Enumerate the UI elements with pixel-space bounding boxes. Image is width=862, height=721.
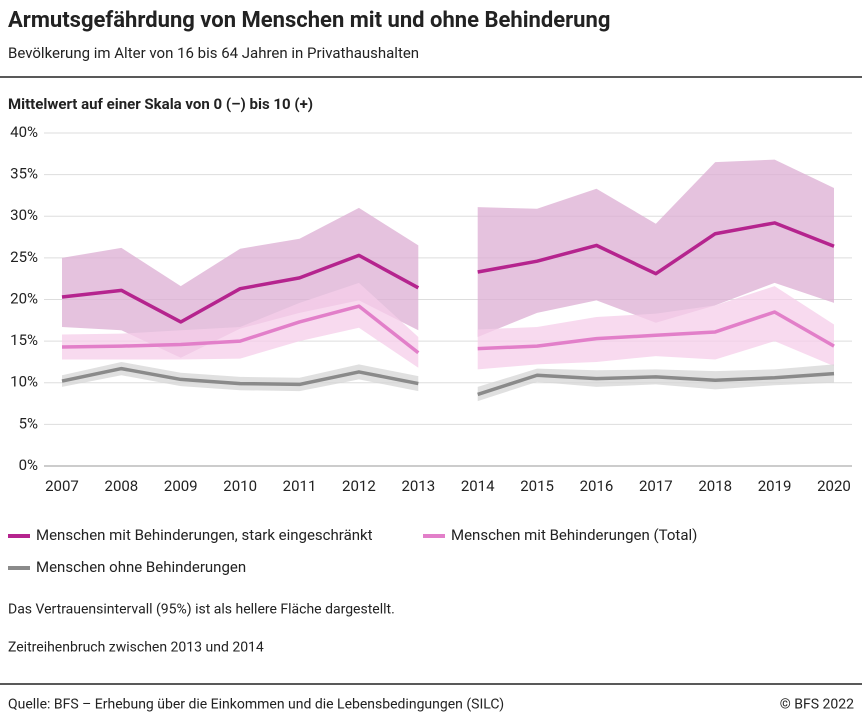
y-tick-label: 0% <box>19 456 38 474</box>
x-tick-label: 2018 <box>698 477 732 495</box>
x-tick-label: 2020 <box>817 477 851 495</box>
x-tick-label: 2019 <box>758 477 792 495</box>
y-tick-label: 10% <box>10 373 38 391</box>
x-tick-label: 2017 <box>639 477 673 495</box>
copyright: © BFS 2022 <box>780 697 854 713</box>
y-tick-label: 25% <box>10 248 38 266</box>
confidence-band <box>477 364 834 402</box>
x-tick-label: 2009 <box>164 477 198 495</box>
x-tick-label: 2012 <box>342 477 376 495</box>
chart-title: Armutsgefährdung von Menschen mit und oh… <box>8 8 610 33</box>
x-tick-label: 2007 <box>45 477 79 495</box>
x-tick-label: 2011 <box>283 477 317 495</box>
x-tick-label: 2013 <box>401 477 435 495</box>
x-tick-label: 2016 <box>580 477 614 495</box>
confidence-band <box>477 159 834 337</box>
confidence-band <box>62 207 419 358</box>
y-tick-label: 35% <box>10 165 38 183</box>
source: Quelle: BFS – Erhebung über die Einkomme… <box>8 697 504 713</box>
confidence-band <box>62 361 419 392</box>
note: Das Vertrauensintervall (95%) ist als he… <box>8 602 395 618</box>
series-line <box>61 304 835 355</box>
series-line <box>61 366 835 397</box>
legend-label: Menschen ohne Behinderungen <box>36 558 246 576</box>
x-tick-label: 2008 <box>105 477 139 495</box>
x-tick-label: 2010 <box>223 477 257 495</box>
confidence-band <box>477 286 834 370</box>
y-tick-label: 5% <box>19 414 38 432</box>
y-tick-label: 30% <box>10 206 38 224</box>
y-tick-label: 20% <box>10 289 38 307</box>
x-tick-label: 2014 <box>461 477 495 495</box>
legend-label: Menschen mit Behinderungen (Total) <box>451 526 697 544</box>
note: Zeitreihenbruch zwischen 2013 und 2014 <box>8 640 264 656</box>
x-tick-label: 2015 <box>520 477 554 495</box>
chart-subtitle: Bevölkerung im Alter von 16 bis 64 Jahre… <box>8 44 419 62</box>
y-tick-label: 40% <box>10 123 38 141</box>
series-line <box>61 221 835 324</box>
y-tick-label: 15% <box>10 331 38 349</box>
y-axis-label: Mittelwert auf einer Skala von 0 (–) bis… <box>8 95 313 113</box>
legend-label: Menschen mit Behinderungen, stark einges… <box>36 526 373 544</box>
